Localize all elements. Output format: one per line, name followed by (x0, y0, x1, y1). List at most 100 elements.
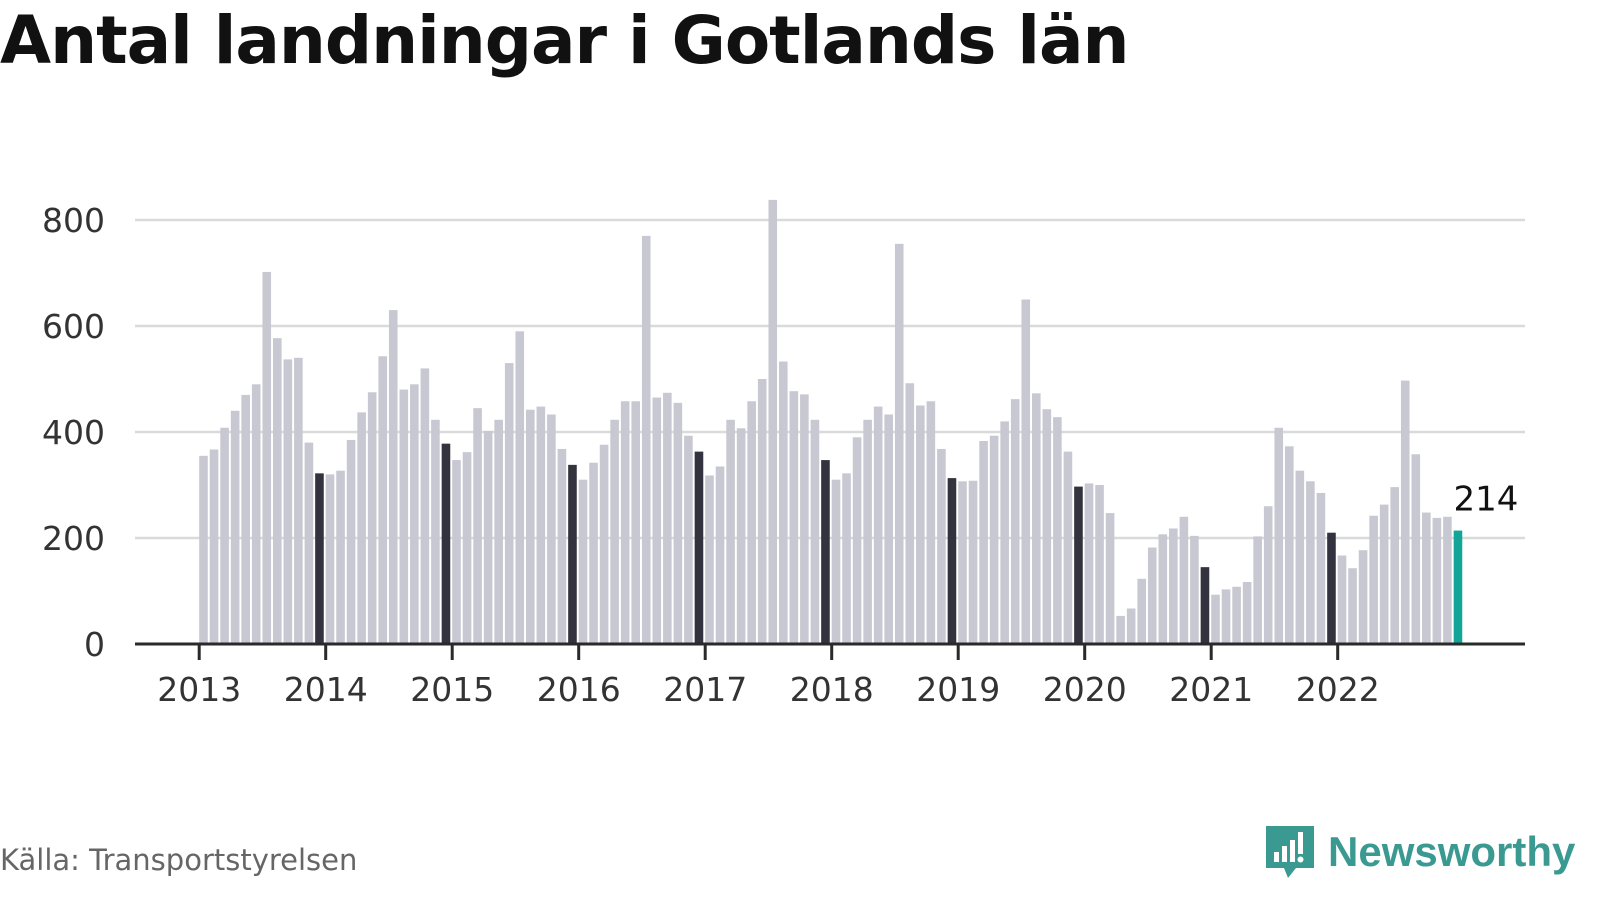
bar-2020-03 (1105, 513, 1115, 644)
bar-2020-09 (1169, 528, 1178, 644)
bar-2017-02 (715, 466, 725, 644)
bar-2021-01 (1211, 594, 1220, 644)
bar-2014-11 (431, 419, 440, 644)
bar-2015-05 (494, 419, 503, 644)
bar-2016-10 (673, 402, 683, 644)
bar-2016-12 (694, 451, 704, 644)
bar-2018-02 (842, 473, 851, 644)
bar-2020-11 (1190, 535, 1199, 644)
bar-2020-05 (1126, 608, 1136, 644)
bar-2014-01 (325, 474, 335, 644)
bar-2022-05 (1379, 504, 1389, 644)
bar-2018-07 (894, 243, 904, 644)
bar-2020-02 (1095, 485, 1104, 644)
bar-2020-01 (1084, 483, 1094, 644)
bar-2014-02 (336, 470, 345, 644)
bar-2017-03 (726, 419, 735, 644)
x-tick-label-2016: 2016 (537, 670, 621, 709)
bar-2016-02 (589, 462, 598, 644)
bar-2019-08 (1031, 393, 1041, 644)
bar-2022-02 (1348, 568, 1357, 644)
x-tick-label-2020: 2020 (1043, 670, 1127, 709)
y-axis-tick-labels: 0 200 400 600 800 (42, 201, 105, 664)
bar-2021-06 (1263, 506, 1273, 644)
bar-2013-12 (315, 473, 324, 644)
bar-2014-04 (357, 412, 366, 644)
bar-2022-11 (1443, 516, 1452, 644)
x-tick-label-2014: 2014 (284, 670, 368, 709)
bar-2021-05 (1253, 536, 1262, 644)
bar-2013-11 (304, 442, 314, 644)
bar-2018-11 (937, 448, 946, 644)
x-tick-label-2013: 2013 (157, 670, 241, 709)
bar-2021-04 (1242, 581, 1252, 644)
x-tick-label-2018: 2018 (790, 670, 874, 709)
bar-2014-06 (378, 356, 388, 644)
bar-2019-07 (1021, 299, 1031, 644)
bar-2013-04 (230, 410, 240, 644)
bar-2013-03 (220, 427, 229, 644)
bar-2019-06 (1010, 399, 1020, 644)
newsworthy-logo-icon (1266, 826, 1314, 878)
bar-2017-08 (778, 361, 788, 644)
bar-2015-08 (525, 409, 535, 644)
bar-2013-02 (209, 449, 219, 644)
bar-2017-11 (810, 419, 820, 644)
bar-2013-10 (294, 357, 303, 644)
y-tick-label: 600 (42, 307, 105, 346)
bar-2018-03 (852, 437, 862, 644)
y-tick-label: 400 (42, 413, 105, 452)
x-tick-label-2019: 2019 (916, 670, 1000, 709)
bar-2022-06 (1390, 487, 1400, 644)
bar-2017-12 (821, 460, 830, 644)
bar-2021-12 (1327, 532, 1336, 644)
bar-2013-05 (241, 394, 250, 644)
x-tick-label-2015: 2015 (410, 670, 494, 709)
bar-2016-04 (610, 419, 619, 644)
bar-2020-04 (1116, 615, 1125, 644)
y-tick-label: 800 (42, 201, 105, 240)
bar-2022-08 (1411, 454, 1421, 644)
bar-2018-12 (947, 478, 957, 644)
bar-2015-07 (515, 331, 525, 644)
bar-2017-06 (757, 379, 767, 644)
bar-2017-04 (736, 428, 746, 644)
bar-2022-04 (1369, 515, 1378, 644)
bar-2016-01 (578, 479, 588, 644)
bar-2020-08 (1158, 534, 1168, 644)
bar-2013-01 (199, 455, 208, 644)
bar-2021-03 (1232, 586, 1241, 644)
bar-2019-05 (1000, 421, 1009, 644)
bar-2020-06 (1137, 578, 1147, 644)
bar-2018-08 (905, 383, 915, 644)
bars (199, 199, 1463, 645)
bar-2013-06 (251, 384, 261, 644)
x-tick-label-2017: 2017 (663, 670, 747, 709)
bar-2015-03 (473, 408, 482, 644)
y-tick-label: 200 (42, 519, 105, 558)
bar-2016-09 (663, 392, 672, 644)
bar-2018-01 (831, 479, 841, 644)
bar-2022-12 (1453, 530, 1463, 644)
bar-2022-09 (1422, 512, 1431, 644)
bar-2015-09 (536, 406, 546, 644)
bar-2017-09 (789, 391, 799, 644)
bar-2019-09 (1042, 409, 1052, 644)
bar-2016-08 (652, 397, 662, 644)
bar-2021-07 (1274, 427, 1284, 644)
x-axis-tick-labels: 2013 2014 2015 2016 2017 2018 2019 2020 2021 2022 (157, 670, 1379, 709)
chart-title: Antal landningar i Gotlands län (0, 2, 1130, 79)
bar-2016-05 (620, 401, 630, 644)
bar-2019-03 (979, 441, 988, 644)
bar-2018-06 (884, 414, 894, 644)
bar-2021-11 (1316, 492, 1326, 644)
bar-2019-10 (1053, 417, 1062, 644)
bar-2019-11 (1063, 451, 1073, 644)
bar-2015-12 (568, 464, 577, 644)
bar-2015-11 (557, 448, 567, 644)
bar-2016-06 (631, 401, 641, 644)
bar-2017-05 (747, 401, 756, 644)
bar-2014-09 (410, 384, 419, 644)
x-axis-ticks (197, 644, 1340, 660)
